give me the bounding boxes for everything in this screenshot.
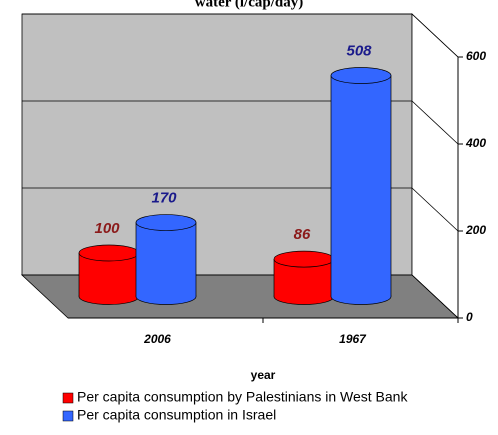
legend-swatch (62, 410, 74, 422)
grid-line (411, 100, 459, 145)
y-tick-label: 400 (465, 136, 486, 150)
legend-swatch (62, 392, 74, 404)
x-axis-label: year (251, 368, 276, 382)
cylinder-top (330, 67, 392, 84)
legend-label: Per capita consumption in Israel (77, 407, 276, 423)
chart-title: water (l/cap/day) (195, 0, 303, 10)
grid-line (411, 13, 459, 58)
x-tick-label: 1967 (339, 332, 367, 346)
value-label: 508 (346, 42, 372, 59)
cylinder (136, 222, 196, 297)
grid-line (411, 274, 459, 319)
grid-line (411, 187, 459, 232)
value-label: 100 (94, 220, 120, 237)
legend-label: Per capita consumption by Palestinians i… (77, 389, 408, 405)
value-label: 170 (151, 190, 177, 207)
y-tick-label: 600 (466, 49, 486, 63)
y-tick-label: 0 (466, 310, 473, 324)
side-wall (411, 13, 459, 319)
cylinder-top (273, 250, 335, 268)
y-tick-label: 200 (465, 223, 486, 237)
cylinder-top (135, 214, 197, 231)
cylinder (331, 75, 391, 297)
x-tick-label: 2006 (143, 332, 171, 346)
value-label: 86 (294, 226, 311, 243)
cylinder-top (78, 244, 140, 262)
